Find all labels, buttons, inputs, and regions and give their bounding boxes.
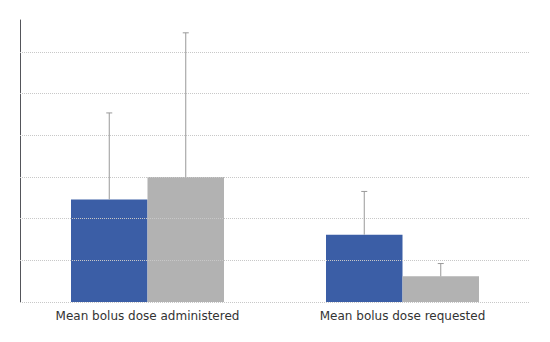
svg-text:Mean bolus dose administered: Mean bolus dose administered — [56, 309, 240, 323]
svg-text:Mean bolus dose requested: Mean bolus dose requested — [320, 309, 486, 323]
